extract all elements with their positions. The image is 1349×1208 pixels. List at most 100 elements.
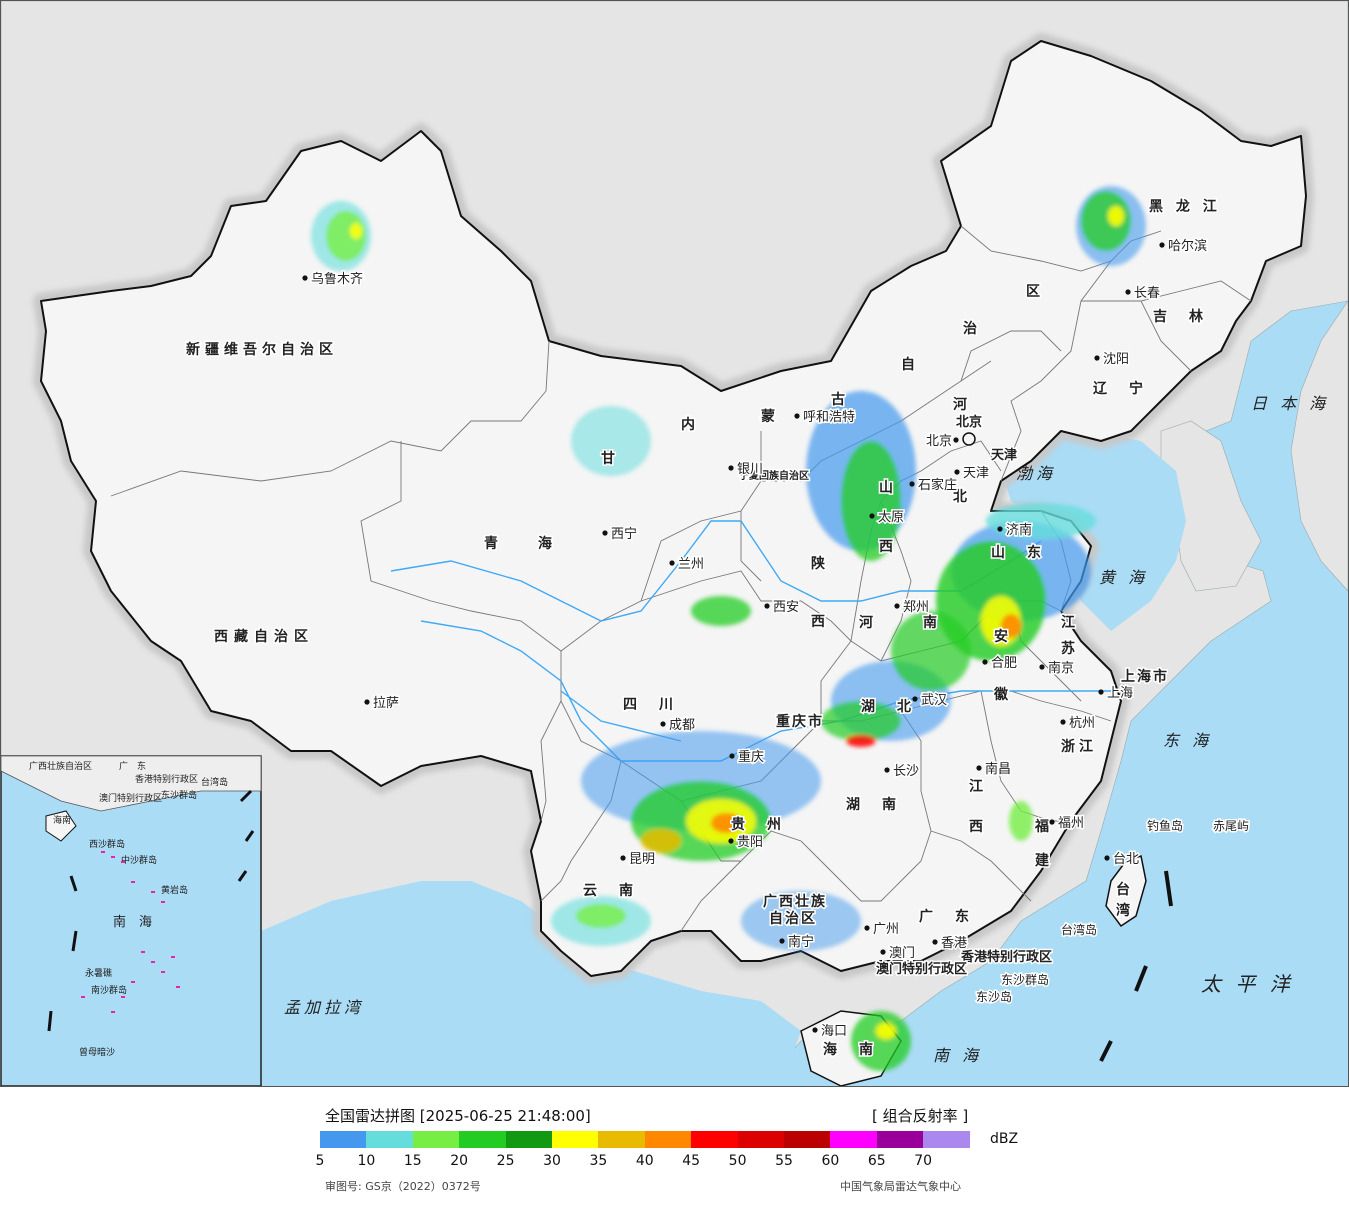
city-dot-lanzhou — [669, 560, 675, 566]
island-label-dongsha_qd: 东沙群岛 — [1001, 972, 1049, 987]
city-label-shijiazhuang: 石家庄 — [918, 477, 957, 493]
province-label-neimenggu6: 区 — [1026, 284, 1040, 300]
inset-label-in_tw: 台湾岛 — [201, 776, 228, 788]
boundary-marks — [1099, 870, 1173, 1062]
city-dot-hongkong_c — [932, 939, 938, 945]
city-label-yinchuan: 银川 — [737, 462, 763, 477]
province-label-taiwan2: 湾 — [1116, 902, 1130, 919]
sea-label-bohai: 渤海 — [1016, 464, 1056, 483]
city-label-nanjing: 南京 — [1048, 660, 1074, 676]
city-label-nanning: 南宁 — [788, 934, 814, 950]
city-label-hohhot: 呼和浩特 — [803, 410, 855, 425]
province-label-zhejiang: 浙江 — [1061, 738, 1097, 755]
radar-map[interactable]: 新疆维吾尔自治区 西藏自治区青 海甘四 川云 南贵 州重庆市陕西宁夏回族自治区内蒙… — [0, 0, 1349, 1087]
province-label-hainan: 海 南 — [823, 1041, 877, 1058]
scale-tick: 65 — [867, 1153, 886, 1169]
island-label-taiwandao: 台湾岛 — [1061, 922, 1097, 937]
city-dot-yinchuan — [728, 465, 734, 471]
province-label-gansu: 甘 — [601, 450, 615, 467]
province-label-qinghai: 青 海 — [484, 535, 556, 552]
color-swatch — [412, 1131, 460, 1148]
inset-label-in_zm: 曾母暗沙 — [79, 1046, 115, 1058]
city-label-guangzhou: 广州 — [873, 922, 899, 937]
province-label-hk: 香港特别行政区 — [960, 949, 1052, 965]
province-label-neimenggu2: 蒙 — [761, 408, 775, 425]
island-label-dongshadao: 东沙岛 — [976, 989, 1012, 1004]
color-swatch — [784, 1131, 831, 1148]
city-dot-lhasa — [364, 699, 370, 705]
scale-tick: 35 — [589, 1153, 608, 1169]
sea-south — [261, 881, 801, 1086]
province-label-liaoning: 辽 宁 — [1093, 380, 1147, 397]
city-label-lanzhou: 兰州 — [678, 557, 704, 572]
city-label-macau_c: 澳门 — [889, 945, 915, 961]
city-dot-xining — [602, 530, 608, 536]
province-label-anhui1: 安 — [994, 628, 1008, 645]
city-label-hongkong_c: 香港 — [941, 936, 967, 951]
province-label-hunan: 湖 南 — [846, 796, 900, 813]
province-label-neimenggu3: 古 — [831, 391, 845, 408]
province-label-tianjin: 天津 — [991, 447, 1017, 463]
province-label-xizang: 西藏自治区 — [214, 628, 314, 645]
province-label-ningxia: 宁夏回族自治区 — [739, 469, 809, 482]
city-dot-changchun — [1125, 289, 1131, 295]
city-label-tianjin_c: 天津 — [963, 466, 989, 481]
city-label-changchun: 长春 — [1134, 286, 1160, 301]
province-label-hebei2: 北 — [953, 489, 967, 505]
color-swatch — [830, 1131, 878, 1148]
color-swatch — [923, 1131, 971, 1148]
city-label-beijing_c: 北京 — [926, 434, 952, 449]
province-label-shanxi2: 西 — [879, 539, 893, 555]
inset-label-in_hk: 香港特别行政区 — [135, 773, 198, 785]
city-label-chongqing_c: 重庆 — [738, 749, 764, 765]
sea-bohai-yellow — [1001, 431, 1186, 631]
province-label-taiwan1: 台 — [1116, 881, 1130, 898]
scale-tick: 45 — [682, 1153, 701, 1169]
legend-product: [ 组合反射率 ] — [872, 1107, 969, 1125]
province-label-jiangxi1: 江 — [969, 778, 983, 795]
inset-label-in_ns: 南沙群岛 — [91, 984, 127, 996]
province-label-beijing: 北京 — [956, 414, 982, 430]
city-label-nanchang: 南昌 — [985, 761, 1011, 777]
city-dot-changsha — [884, 767, 890, 773]
province-label-jiangxi2: 西 — [969, 819, 983, 835]
map-canvas: 新疆维吾尔自治区西藏自治区青 海甘四 川云 南贵 州重庆市陕西宁夏回族自治区内蒙… — [0, 0, 1349, 1087]
city-dot-haikou — [812, 1027, 818, 1033]
scale-tick: 10 — [357, 1153, 376, 1169]
sea-label-mengjialawan: 孟加拉湾 — [284, 998, 364, 1017]
city-label-hangzhou: 杭州 — [1069, 716, 1095, 731]
sea-label-nanhai: 南 海 — [933, 1046, 982, 1065]
approval-number: 审图号: GS京（2022）0372号 — [325, 1180, 481, 1193]
city-dot-guiyang — [728, 838, 734, 844]
province-label-heilongjiang: 黑 龙 江 — [1149, 198, 1221, 215]
city-dot-harbin — [1159, 242, 1165, 248]
province-label-henan2: 南 — [923, 614, 937, 631]
color-swatch — [876, 1131, 924, 1148]
city-dot-fuzhou — [1049, 819, 1055, 825]
province-label-neimenggu1: 内 — [681, 416, 695, 433]
credit-text: 中国气象局雷达气象中心 — [840, 1180, 961, 1193]
province-label-anhui2: 徽 — [993, 686, 1009, 703]
city-dot-urumqi — [302, 275, 308, 281]
province-label-jiangsu1: 江 — [1061, 614, 1075, 631]
city-label-wuhan: 武汉 — [921, 693, 947, 708]
province-label-guangdong: 广 东 — [919, 908, 973, 925]
city-dot-taiyuan — [869, 513, 875, 519]
city-label-haikou: 海口 — [821, 1024, 847, 1039]
scale-tick: 40 — [635, 1153, 654, 1169]
city-label-guiyang: 贵阳 — [737, 835, 763, 850]
scale-tick: 50 — [728, 1153, 747, 1169]
province-label-henan1: 河 — [859, 614, 873, 631]
province-label-jilin: 吉 林 — [1153, 308, 1207, 325]
city-dot-shanghai_c — [1098, 689, 1104, 695]
radar-echoes — [311, 186, 1146, 1071]
sea-label-ribenhai: 日 本 海 — [1251, 394, 1329, 413]
scale-tick: 30 — [543, 1153, 561, 1169]
scale-tick: 25 — [496, 1153, 515, 1169]
scale-tick: 20 — [450, 1153, 469, 1169]
province-label-shandong: 山 东 — [991, 544, 1045, 561]
color-swatch — [366, 1131, 414, 1148]
city-dot-hefei — [982, 659, 988, 665]
taiwan-island — [1105, 855, 1147, 928]
sea-label-huanghai: 黄 海 — [1099, 568, 1148, 587]
